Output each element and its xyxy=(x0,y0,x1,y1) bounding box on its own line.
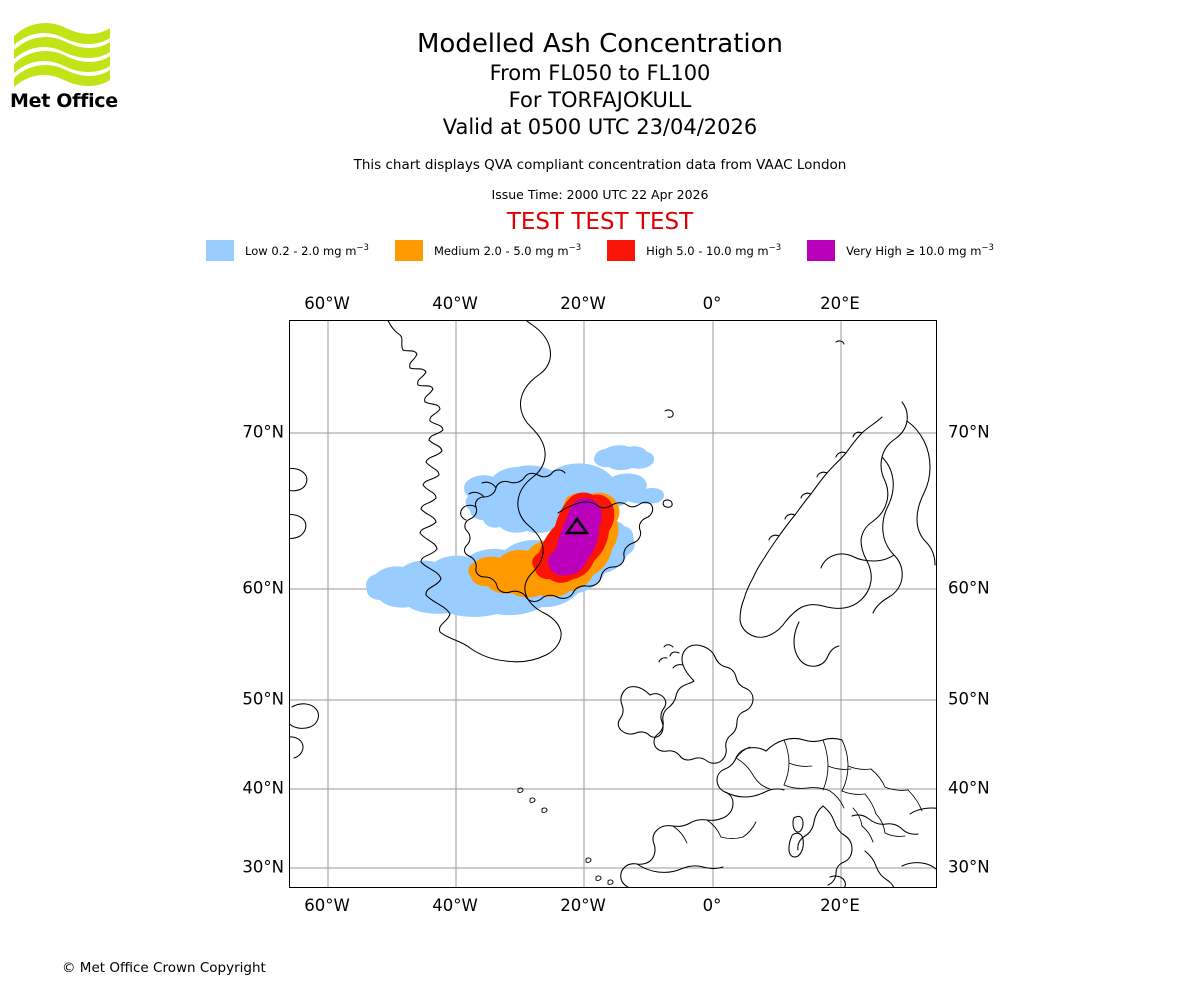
lat-tick-left-30: 30°N xyxy=(242,857,284,877)
coastline-svalbard xyxy=(835,340,845,345)
volcano-marker xyxy=(564,516,590,535)
coastline-nova-scotia xyxy=(290,736,304,759)
coastline-greenland xyxy=(387,321,562,663)
legend-swatch-very-high xyxy=(807,240,836,261)
lat-tick-left-40: 40°N xyxy=(242,778,284,798)
lat-tick-left-70: 70°N xyxy=(242,422,284,442)
legend-item-medium: Medium 2.0 - 5.0 mg m−3 xyxy=(394,240,582,261)
coastlines-and-borders xyxy=(290,321,936,887)
lat-tick-right-50: 50°N xyxy=(948,689,990,709)
legend-swatch-medium xyxy=(394,240,423,261)
coastline-italy-west xyxy=(797,805,824,851)
ash-contour-low xyxy=(464,463,665,534)
coastline-norway xyxy=(739,401,908,638)
flight-level-line: From FL050 to FL100 xyxy=(489,61,711,85)
issue-time: Issue Time: 2000 UTC 22 Apr 2026 xyxy=(491,187,709,202)
coastline-sicily xyxy=(829,875,846,887)
lat-tick-right-40: 40°N xyxy=(948,778,990,798)
lon-tick-bottom-0: 60°W xyxy=(304,896,350,915)
map-frame xyxy=(289,320,937,888)
ash-plume-very-high xyxy=(548,498,602,576)
coastline-iberia-south xyxy=(636,863,724,873)
legend-label-high: High 5.0 - 10.0 mg m−3 xyxy=(646,243,782,258)
coastline-baffin xyxy=(290,468,308,492)
lon-tick-top-1: 40°W xyxy=(432,294,478,313)
coastline-sardinia xyxy=(788,832,804,858)
chart-header: Modelled Ash Concentration From FL050 to… xyxy=(0,0,1200,235)
coastline-labrador xyxy=(290,514,307,539)
coastline-scotland-isles xyxy=(658,644,684,669)
lon-tick-bottom-4: 20°E xyxy=(820,896,860,915)
lat-tick-right-30: 30°N xyxy=(948,857,990,877)
coastline-greece xyxy=(864,850,895,887)
lat-tick-left-60: 60°N xyxy=(242,578,284,598)
coastline-jan-mayen xyxy=(664,409,674,418)
legend-label-very-high: Very High ≥ 10.0 mg m−3 xyxy=(846,243,994,258)
coastline-ireland xyxy=(617,686,667,738)
legend-swatch-low xyxy=(206,240,235,261)
coastline-norway-fjords xyxy=(768,431,863,541)
coastline-black-sea xyxy=(909,807,936,815)
legend-label-medium: Medium 2.0 - 5.0 mg m−3 xyxy=(433,243,582,258)
border-sweden xyxy=(872,456,903,614)
legend-item-high: High 5.0 - 10.0 mg m−3 xyxy=(607,240,781,261)
lon-tick-top-0: 60°W xyxy=(304,294,350,313)
lon-tick-top-2: 20°W xyxy=(560,294,606,313)
coastline-denmark xyxy=(793,621,840,667)
coastline-newfoundland xyxy=(290,703,319,729)
islands-atlantic xyxy=(517,787,614,885)
lat-tick-right-60: 60°N xyxy=(948,578,990,598)
lon-tick-bottom-2: 20°W xyxy=(560,896,606,915)
coastline-balkans xyxy=(851,814,919,835)
legend-label-low: Low 0.2 - 2.0 mg m−3 xyxy=(245,243,369,258)
ash-contour-low-3 xyxy=(594,445,655,471)
country-borders xyxy=(672,739,923,844)
lon-tick-bottom-3: 0° xyxy=(702,896,722,915)
legend-item-low: Low 0.2 - 2.0 mg m−3 xyxy=(206,240,369,261)
coastline-lowlands xyxy=(765,737,843,752)
lon-tick-bottom-1: 40°W xyxy=(432,896,478,915)
legend-swatch-high xyxy=(607,240,636,261)
coastline-finland xyxy=(906,420,936,566)
copyright-notice: © Met Office Crown Copyright xyxy=(62,960,266,976)
coastline-france-iberia xyxy=(620,747,767,887)
met-office-wordmark: Met Office xyxy=(10,90,118,112)
page-title: Modelled Ash Concentration xyxy=(416,29,784,59)
coastline-corsica xyxy=(792,815,804,833)
lat-tick-left-50: 50°N xyxy=(242,689,284,709)
coastline-faroes xyxy=(662,499,673,508)
coastline-iceland xyxy=(464,469,654,602)
volcano-line: For TORFAJOKULL xyxy=(508,88,692,112)
coastline-turkey xyxy=(901,862,936,870)
ash-contour-very-high xyxy=(548,498,602,576)
legend-item-very-high: Very High ≥ 10.0 mg m−3 xyxy=(807,240,994,261)
coastline-iceland-westfjords xyxy=(460,481,497,521)
coastline-biscay xyxy=(724,788,785,798)
coastline-great-britain xyxy=(653,644,754,764)
map-canvas xyxy=(290,321,936,887)
concentration-legend: Low 0.2 - 2.0 mg m−3 Medium 2.0 - 5.0 mg… xyxy=(0,240,1200,261)
lat-tick-right-70: 70°N xyxy=(948,422,990,442)
lon-tick-top-4: 20°E xyxy=(820,294,860,313)
lon-tick-top-3: 0° xyxy=(702,294,722,313)
qva-note: This chart displays QVA compliant concen… xyxy=(353,157,847,173)
valid-time-line: Valid at 0500 UTC 23/04/2026 xyxy=(442,115,758,139)
coastline-italy xyxy=(822,805,853,886)
ash-concentration-map[interactable] xyxy=(289,320,937,888)
coastline-baltic xyxy=(820,553,895,569)
met-office-wave-icon xyxy=(14,23,110,87)
test-watermark: TEST TEST TEST xyxy=(506,209,694,235)
met-office-logo: Met Office xyxy=(10,22,120,114)
